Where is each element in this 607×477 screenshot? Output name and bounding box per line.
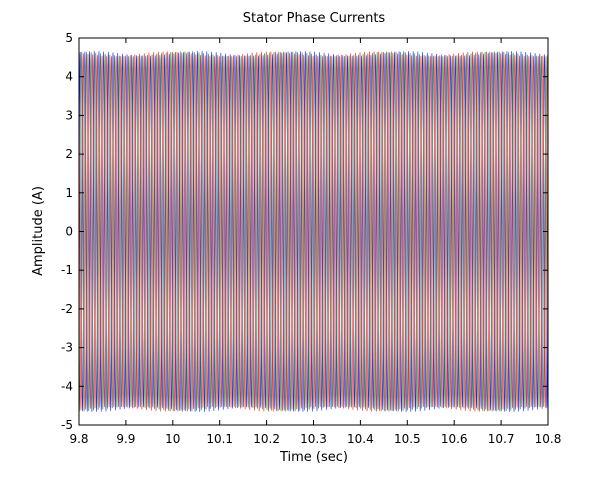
y-tick-label: 1 [65, 186, 73, 200]
x-tick-label: 9.9 [116, 432, 135, 446]
y-axis-label: Amplitude (A) [31, 186, 46, 276]
y-tick-label: 0 [65, 225, 73, 239]
x-tick-label: 10.1 [206, 432, 233, 446]
y-tick-label: -1 [61, 263, 73, 277]
x-tick-label: 9.8 [69, 432, 88, 446]
y-tick-label: 4 [65, 70, 73, 84]
x-tick-label: 10.7 [488, 432, 515, 446]
chart-title: Stator Phase Currents [243, 11, 386, 26]
y-tick-label: -2 [61, 302, 73, 316]
series-line-2 [79, 51, 548, 412]
y-tick-label: 3 [65, 108, 73, 122]
series-layer [79, 51, 548, 412]
x-tick-label: 10.3 [300, 432, 327, 446]
x-axis: 9.8 9.9 10 10.1 10.2 10.3 10.4 10.5 10.6 10.7 10.8 [69, 38, 561, 446]
y-tick-label: -4 [61, 379, 73, 393]
y-tick-label: -5 [61, 418, 73, 432]
y-tick-label: -3 [61, 341, 73, 355]
y-tick-label: 5 [65, 31, 73, 45]
x-tick-label: 10.5 [394, 432, 421, 446]
y-tick-label: 2 [65, 147, 73, 161]
y-axis: 5 4 3 2 1 0 -1 -2 -3 -4 -5 [61, 31, 548, 432]
x-tick-label: 10.2 [253, 432, 280, 446]
series-line-3 [79, 51, 548, 412]
x-axis-label: Time (sec) [279, 450, 348, 465]
x-tick-label: 10 [165, 432, 180, 446]
x-tick-label: 10.4 [347, 432, 374, 446]
series-line-1 [79, 51, 548, 412]
x-tick-label: 10.8 [535, 432, 562, 446]
x-tick-label: 10.6 [441, 432, 468, 446]
